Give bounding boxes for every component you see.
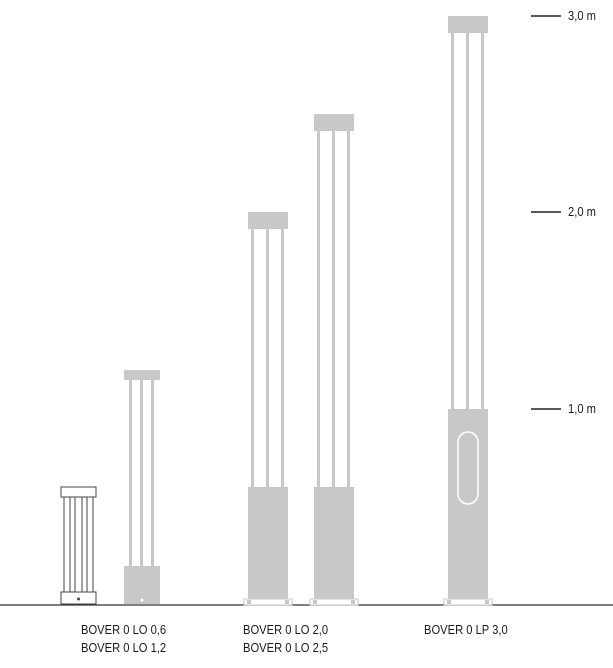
- caption-lo-1-2: BOVER 0 LO 1,2: [81, 640, 167, 655]
- caption-group-3: BOVER 0 LP 3,0: [424, 621, 508, 639]
- caption-lo-2-0: BOVER 0 LO 2,0: [243, 622, 329, 637]
- caption-group-1: BOVER 0 LO 0,6 BOVER 0 LO 1,2: [81, 621, 166, 657]
- bollard-lo-1-2: [124, 370, 160, 604]
- bollard-lo-0-6: [60, 486, 97, 605]
- bollard-lo-2-5: [309, 114, 359, 606]
- caption-group-2: BOVER 0 LO 2,0 BOVER 0 LO 2,5: [243, 621, 328, 657]
- caption-lo-2-5: BOVER 0 LO 2,5: [243, 640, 329, 655]
- scale-label-3m: 3,0 m: [568, 8, 596, 23]
- bollard-lp-3-0: [443, 16, 493, 606]
- caption-lo-0-6: BOVER 0 LO 0,6: [81, 622, 167, 637]
- scale-label-1m: 1,0 m: [568, 401, 596, 416]
- bollard-lo-2-0: [243, 212, 293, 606]
- scale-label-2m: 2,0 m: [568, 204, 596, 219]
- caption-lp-3-0: BOVER 0 LP 3,0: [424, 622, 508, 637]
